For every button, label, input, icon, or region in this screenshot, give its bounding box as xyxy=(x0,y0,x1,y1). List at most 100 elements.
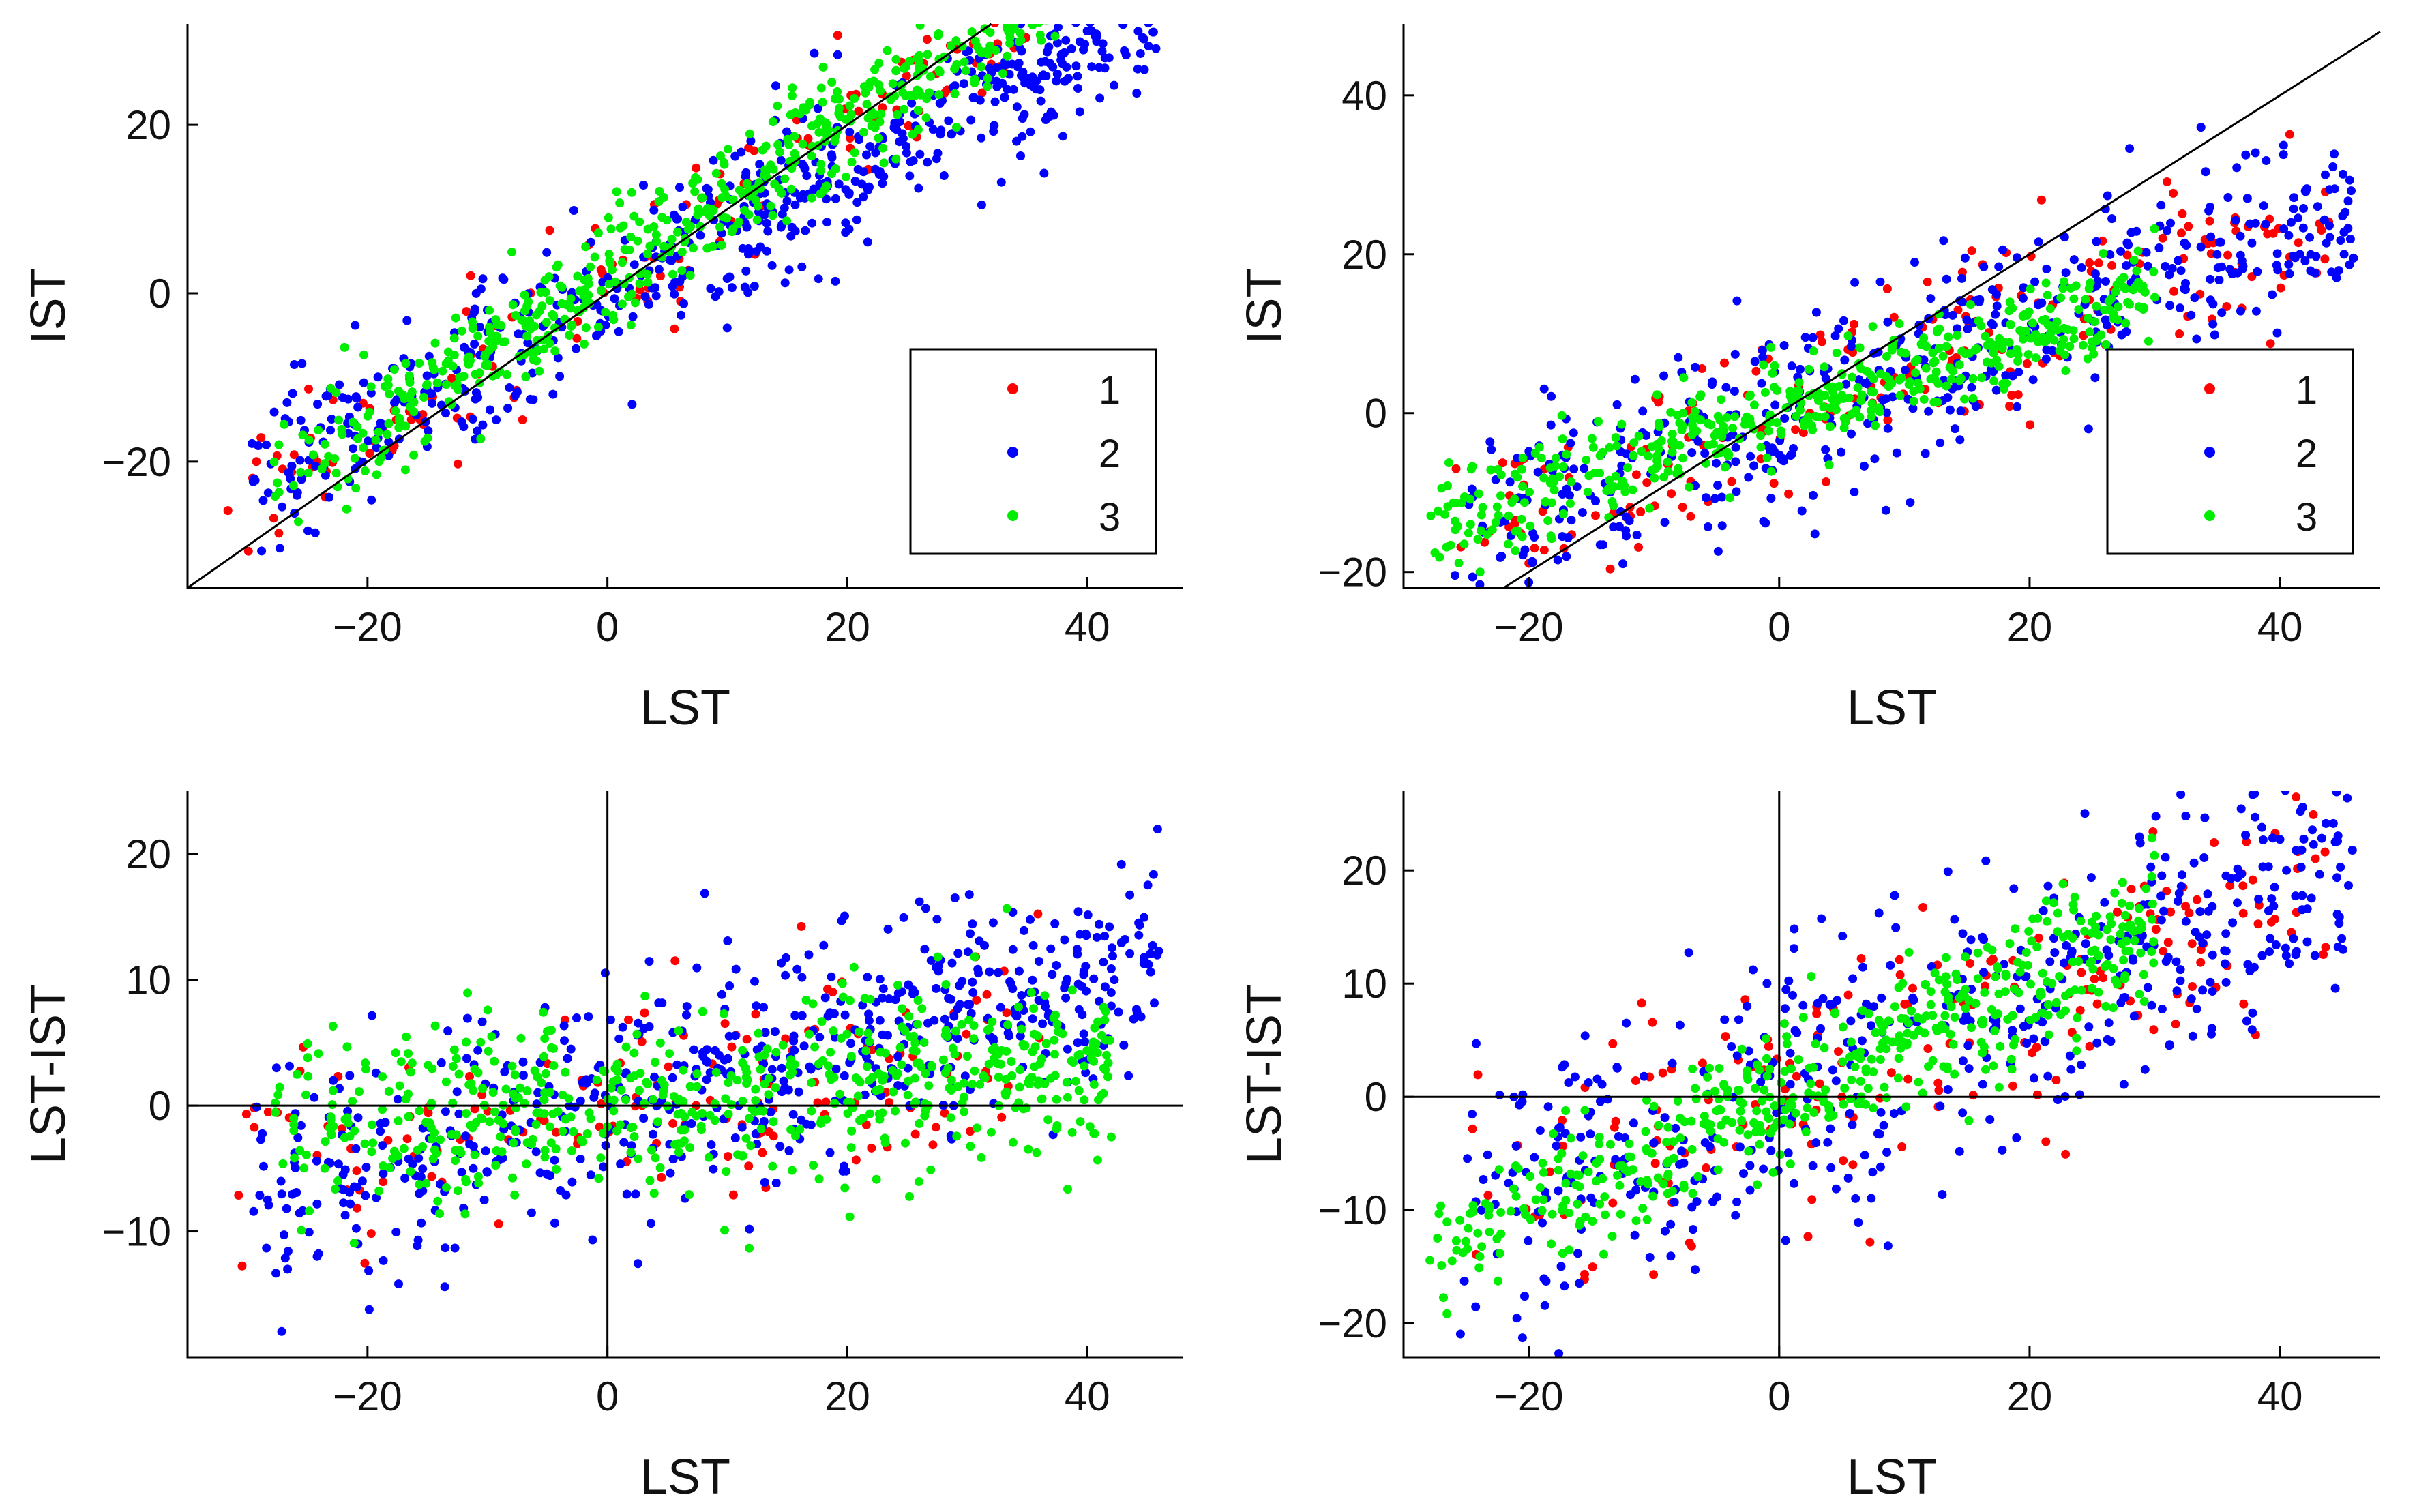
data-point xyxy=(1967,383,1976,392)
data-point xyxy=(508,300,518,310)
data-point xyxy=(1981,331,1990,341)
data-point xyxy=(425,1118,434,1128)
data-point xyxy=(807,151,816,161)
data-point xyxy=(2043,291,2052,300)
data-point xyxy=(2253,919,2263,929)
data-point xyxy=(360,466,370,475)
data-point xyxy=(2008,1026,2017,1035)
data-point xyxy=(331,388,341,398)
data-point xyxy=(418,1164,428,1174)
data-point xyxy=(711,168,721,178)
series-2 xyxy=(248,4,1161,556)
data-point xyxy=(1563,533,1573,542)
data-point xyxy=(1731,443,1740,452)
data-point xyxy=(628,1123,638,1132)
data-point xyxy=(1037,1054,1046,1063)
data-point xyxy=(857,179,867,189)
data-point xyxy=(1955,1146,1964,1156)
data-point xyxy=(1114,4,1123,13)
data-point xyxy=(2051,998,2061,1007)
data-point xyxy=(359,378,368,387)
data-point xyxy=(552,1164,561,1174)
data-point xyxy=(2169,188,2178,198)
data-point xyxy=(424,1108,433,1118)
data-point xyxy=(751,195,760,205)
data-point xyxy=(327,415,336,424)
data-point xyxy=(1732,1051,1742,1061)
data-point xyxy=(1044,24,1048,25)
data-point xyxy=(1751,1084,1760,1093)
data-point xyxy=(1942,274,1951,284)
data-point xyxy=(1966,300,1975,309)
data-point xyxy=(542,248,552,257)
data-point xyxy=(2144,336,2153,346)
data-point xyxy=(1817,337,1826,346)
data-point xyxy=(692,1111,701,1121)
data-point xyxy=(2030,1073,2038,1083)
x-tick-label: −20 xyxy=(1494,604,1564,650)
data-point xyxy=(1067,1127,1077,1137)
data-point xyxy=(2236,306,2245,316)
data-point xyxy=(2311,268,2319,278)
data-point xyxy=(2120,971,2130,981)
data-point xyxy=(1874,1016,1884,1025)
data-point xyxy=(1956,406,1966,416)
data-point xyxy=(1013,14,1022,23)
data-point xyxy=(485,323,494,332)
data-point xyxy=(384,1086,394,1096)
data-point xyxy=(263,1108,273,1116)
data-point xyxy=(1869,387,1878,397)
data-point xyxy=(629,1048,639,1058)
data-point xyxy=(2109,1003,2118,1013)
data-point xyxy=(1584,1167,1593,1176)
data-point xyxy=(346,1199,355,1209)
data-point xyxy=(639,1114,649,1123)
data-point xyxy=(2299,204,2308,213)
data-point xyxy=(845,1212,855,1221)
data-point xyxy=(1943,1085,1953,1094)
data-point xyxy=(1569,428,1578,438)
data-point xyxy=(430,338,440,348)
data-point xyxy=(756,1124,766,1133)
data-point xyxy=(404,371,414,381)
data-point xyxy=(2272,328,2282,338)
data-point xyxy=(2281,943,2290,953)
data-point xyxy=(1525,488,1534,497)
data-point xyxy=(321,471,330,480)
data-point xyxy=(743,250,753,259)
data-point xyxy=(966,1127,975,1136)
data-point xyxy=(470,304,479,314)
data-point xyxy=(651,291,661,301)
data-point xyxy=(2343,730,2352,739)
data-point xyxy=(947,1076,956,1085)
data-point xyxy=(950,1050,960,1059)
data-point xyxy=(1471,1302,1481,1311)
data-point xyxy=(631,1189,640,1199)
data-point xyxy=(566,1044,576,1054)
data-point xyxy=(2328,162,2338,171)
data-point xyxy=(352,1166,361,1176)
data-point xyxy=(1960,253,1970,263)
data-point xyxy=(1780,414,1790,423)
data-point xyxy=(614,1034,624,1043)
data-point xyxy=(913,85,922,95)
data-point xyxy=(657,252,667,262)
data-point xyxy=(1909,995,1918,1005)
data-point xyxy=(897,987,906,996)
data-point xyxy=(1882,408,1891,417)
data-point xyxy=(2005,402,2015,411)
data-point xyxy=(667,235,677,244)
data-point xyxy=(1552,454,1560,462)
data-point xyxy=(289,1120,299,1129)
data-point xyxy=(854,106,863,116)
data-point xyxy=(545,296,554,306)
data-point xyxy=(692,163,701,173)
data-point xyxy=(786,110,795,119)
data-point xyxy=(2006,320,2015,329)
data-point xyxy=(1661,1226,1670,1236)
data-point xyxy=(621,1095,631,1105)
data-point xyxy=(1075,1050,1084,1059)
data-point xyxy=(741,266,751,276)
data-point xyxy=(653,1117,662,1127)
data-point xyxy=(297,1226,306,1235)
